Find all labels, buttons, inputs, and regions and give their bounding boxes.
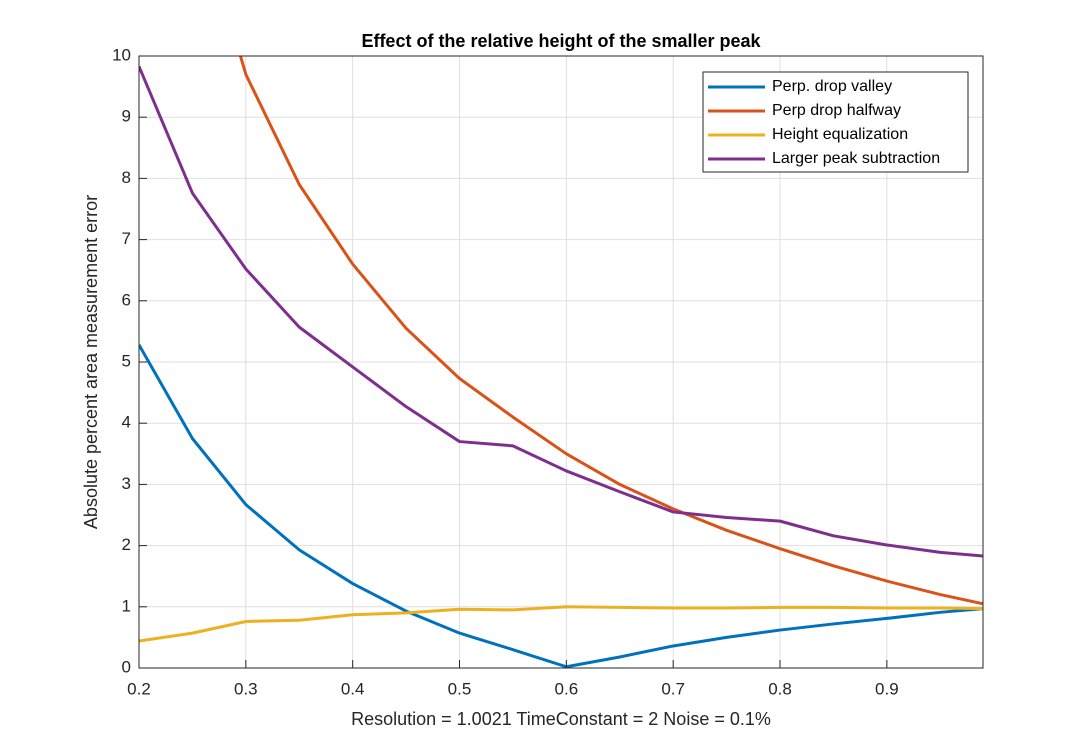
axes-box — [138, 55, 984, 669]
legend-label: Perp drop halfway — [772, 102, 901, 119]
x-axis-label: Resolution = 1.0021 TimeConstant = 2 Noi… — [351, 709, 771, 729]
chart-title: Effect of the relative height of the sma… — [361, 31, 761, 51]
legend-label: Larger peak subtraction — [772, 150, 940, 167]
y-tick-label: 4 — [122, 413, 131, 432]
x-tick-label: 0.2 — [127, 679, 151, 698]
y-tick-label: 1 — [122, 596, 131, 615]
series-line — [238, 56, 983, 606]
series-line — [139, 605, 983, 643]
y-tick-label: 5 — [122, 351, 131, 370]
y-axis-label: Absolute percent area measurement error — [81, 195, 101, 529]
y-tick-label: 3 — [122, 474, 131, 493]
y-tick-label: 2 — [122, 535, 131, 554]
legend-label: Perp. drop valley — [772, 78, 892, 95]
legend-box — [702, 71, 969, 173]
x-tick-label: 0.7 — [661, 679, 685, 698]
y-tick-label: 6 — [122, 290, 131, 309]
x-tick-label: 0.3 — [234, 679, 258, 698]
x-tick-label: 0.8 — [768, 679, 792, 698]
x-tick-label: 0.5 — [448, 679, 472, 698]
x-tick-label: 0.9 — [875, 679, 899, 698]
x-tick-label: 0.6 — [555, 679, 579, 698]
series-line — [139, 65, 983, 558]
legend-label: Height equalization — [772, 126, 908, 143]
x-tick-label: 0.4 — [341, 679, 365, 698]
y-tick-label: 0 — [122, 657, 131, 676]
y-tick-label: 10 — [112, 45, 131, 64]
y-tick-label: 7 — [122, 229, 131, 248]
y-tick-label: 9 — [122, 107, 131, 126]
y-tick-label: 8 — [122, 168, 131, 187]
